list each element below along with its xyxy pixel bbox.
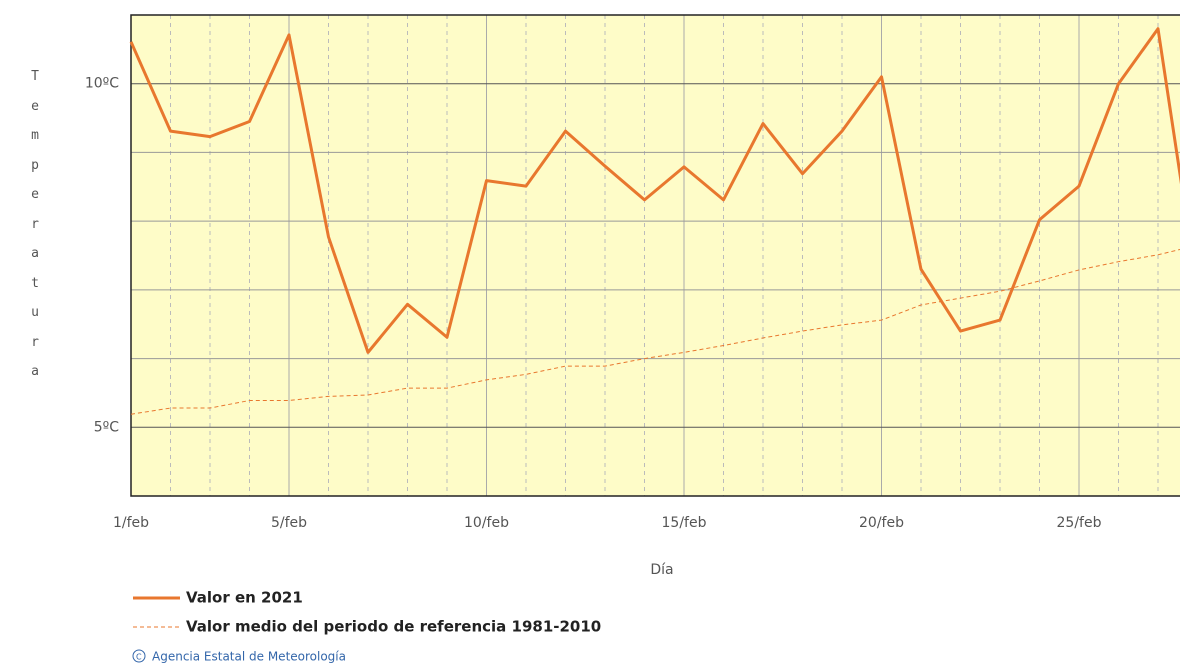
x-tick-label: 15/feb	[662, 515, 707, 531]
x-tick-label: 20/feb	[859, 515, 904, 531]
credit: Agencia Estatal de Meteorología	[152, 650, 346, 664]
copyright-c: C	[136, 653, 142, 662]
series-line	[129, 27, 1180, 354]
plot-area	[131, 15, 1180, 496]
y-axis-label: Temperatura	[31, 69, 39, 379]
legend-label: Valor en 2021	[186, 589, 303, 607]
x-tick-label: 1/feb	[113, 515, 149, 531]
copyright-icon	[132, 649, 146, 663]
x-tick-label: 10/feb	[464, 515, 509, 531]
y-tick-label: 10ºC	[85, 76, 119, 92]
x-axis-label: Día	[650, 562, 673, 578]
x-tick-label: 5/feb	[271, 515, 307, 531]
y-tick-label: 5ºC	[94, 419, 120, 435]
plot-border	[130, 14, 1180, 497]
legend-label: Valor medio del periodo de referencia 19…	[186, 618, 601, 636]
x-tick-label: 25/feb	[1057, 515, 1102, 531]
